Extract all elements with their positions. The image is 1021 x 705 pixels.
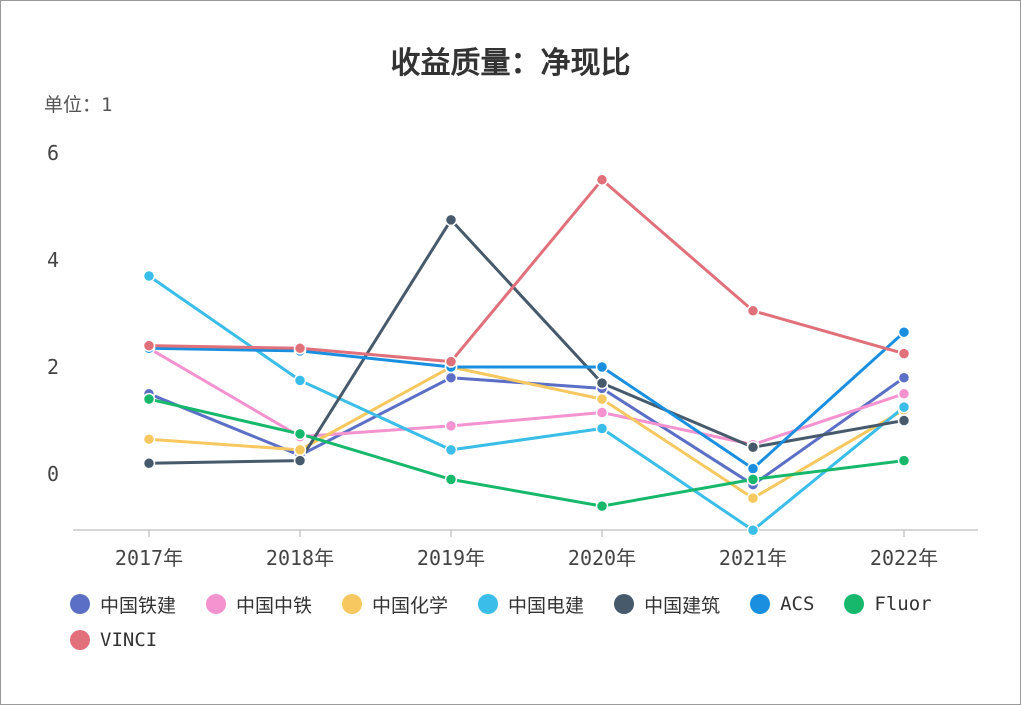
series-line-6: [147, 397, 906, 508]
data-point[interactable]: [142, 432, 156, 446]
data-point[interactable]: [897, 325, 911, 339]
data-point[interactable]: [595, 173, 609, 187]
legend-label: 中国铁建: [100, 594, 177, 617]
data-point[interactable]: [897, 400, 911, 414]
legend-marker-icon: [478, 594, 499, 614]
legend-marker-icon: [750, 594, 771, 614]
data-point[interactable]: [595, 499, 609, 513]
legend-item[interactable]: 中国铁建: [70, 592, 177, 617]
series-line-3: [147, 274, 906, 532]
legend-label: 中国建筑: [644, 594, 721, 617]
legend-label: 中国中铁: [236, 594, 313, 617]
legend-item[interactable]: ACS: [750, 592, 814, 616]
data-point[interactable]: [595, 376, 609, 390]
legend-item[interactable]: 中国中铁: [206, 592, 313, 617]
x-tick-label: 2017年: [115, 546, 183, 570]
legend-marker-icon: [70, 594, 90, 614]
chart-title: 收益质量：净现比: [390, 46, 631, 81]
data-point[interactable]: [595, 392, 609, 406]
series-line-5: [147, 330, 906, 471]
legend-label: ACS: [780, 593, 815, 615]
data-point[interactable]: [897, 414, 911, 427]
series-lines: [147, 178, 906, 532]
data-point[interactable]: [444, 213, 458, 227]
data-point[interactable]: [746, 491, 760, 505]
x-tick-label: 2021年: [719, 546, 787, 570]
data-point[interactable]: [444, 443, 458, 457]
legend-label: 中国电建: [508, 594, 585, 617]
legend-marker-icon: [342, 594, 363, 614]
legend-marker-icon: [614, 594, 635, 614]
data-point[interactable]: [444, 473, 458, 486]
legend-item[interactable]: 中国建筑: [614, 592, 721, 617]
y-tick-label: 6: [47, 141, 59, 165]
legend-item[interactable]: 中国电建: [478, 592, 585, 617]
legend-item[interactable]: 中国化学: [342, 592, 449, 617]
data-point[interactable]: [746, 304, 760, 318]
x-tick-label: 2018年: [266, 546, 334, 570]
legend-item[interactable]: VINCI: [70, 628, 157, 652]
data-point[interactable]: [444, 355, 458, 368]
data-point[interactable]: [444, 419, 458, 433]
data-point[interactable]: [142, 457, 156, 470]
legend: 中国铁建 中国中铁 中国化学 中国电建 中国建筑 ACS Fluor VINCI: [70, 592, 970, 652]
series-line-7: [147, 178, 906, 364]
y-tick-label: 2: [47, 355, 59, 379]
legend-marker-icon: [70, 630, 90, 650]
x-tick-label: 2022年: [870, 546, 938, 570]
legend-marker-icon: [844, 594, 865, 614]
data-point[interactable]: [293, 374, 307, 387]
data-point[interactable]: [746, 441, 760, 454]
y-tick-label: 0: [47, 462, 59, 486]
legend-item[interactable]: Fluor: [844, 592, 932, 616]
data-point[interactable]: [595, 360, 609, 374]
data-point[interactable]: [444, 371, 458, 384]
data-point[interactable]: [293, 443, 307, 457]
data-point[interactable]: [595, 406, 609, 419]
y-axis-ticks: 6 4 2 0: [47, 141, 59, 486]
data-point[interactable]: [293, 427, 307, 441]
series-points: [142, 173, 911, 537]
y-tick-label: 4: [47, 248, 59, 272]
data-point[interactable]: [595, 422, 609, 435]
data-point[interactable]: [746, 473, 760, 486]
data-point[interactable]: [897, 371, 911, 384]
legend-label: VINCI: [100, 629, 158, 651]
series-line-2: [147, 365, 906, 500]
unit-label: 单位：1: [44, 94, 113, 116]
data-point[interactable]: [142, 269, 156, 283]
data-point[interactable]: [746, 523, 760, 537]
legend-label: 中国化学: [372, 594, 449, 617]
data-point[interactable]: [142, 392, 156, 406]
x-axis-ticks: 2017年 2018年 2019年 2020年 2021年 2022年: [115, 530, 938, 570]
legend-marker-icon: [206, 594, 227, 614]
x-tick-label: 2019年: [417, 546, 485, 570]
data-point[interactable]: [142, 339, 156, 352]
data-point[interactable]: [293, 342, 307, 355]
legend-label: Fluor: [874, 593, 932, 615]
data-point[interactable]: [293, 454, 307, 467]
series-line-1: [147, 346, 906, 447]
series-line-4: [147, 218, 906, 465]
x-tick-label: 2020年: [568, 546, 636, 570]
data-point[interactable]: [897, 347, 911, 360]
data-point[interactable]: [746, 462, 760, 475]
data-point[interactable]: [897, 387, 911, 401]
data-point[interactable]: [897, 454, 911, 467]
